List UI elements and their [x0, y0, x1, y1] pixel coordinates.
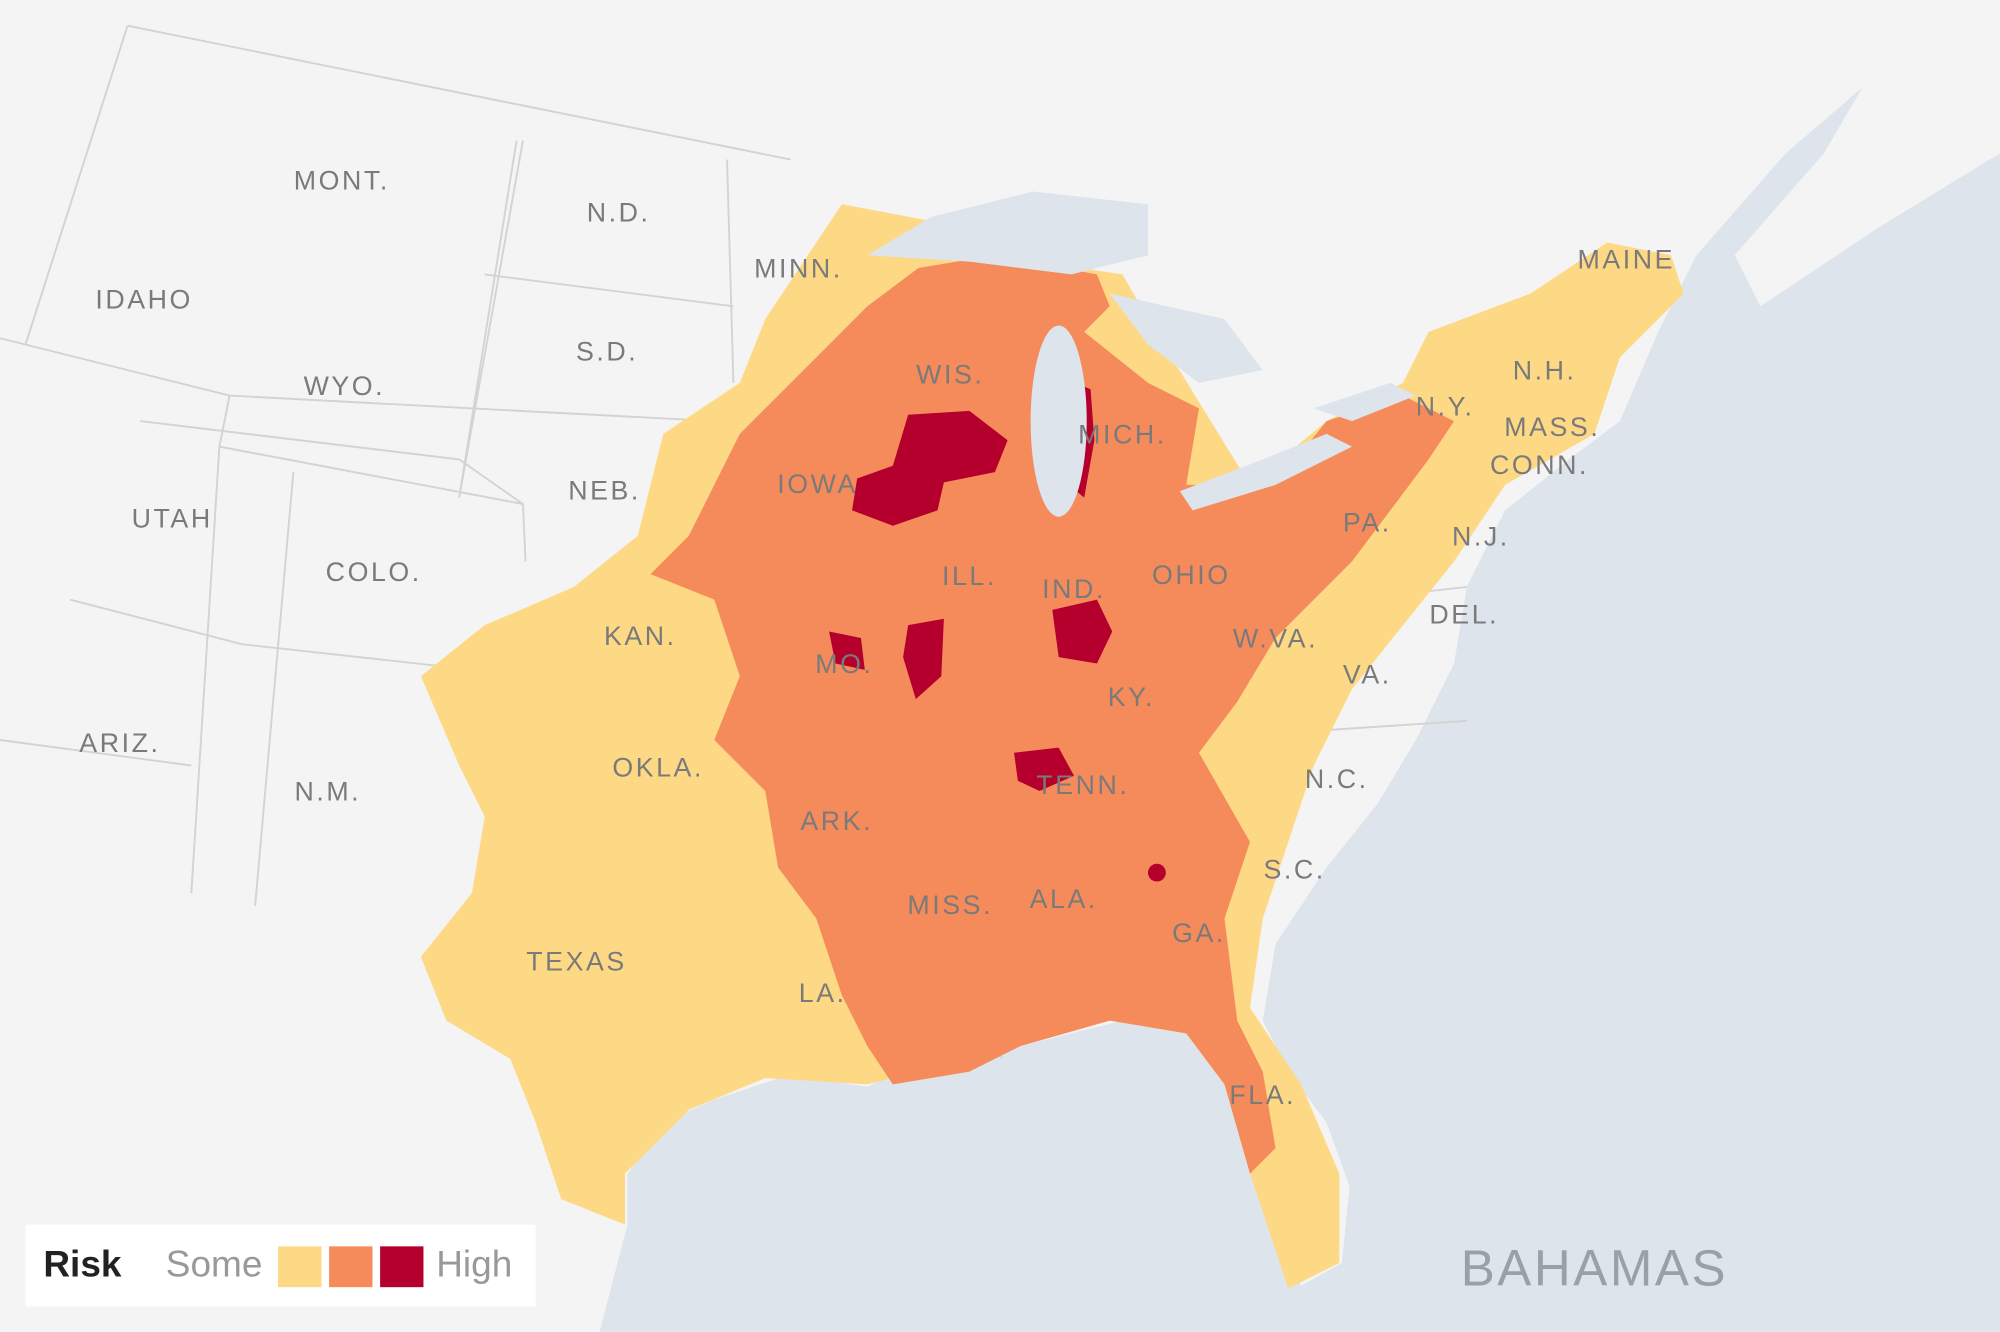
state-label: KY.	[1108, 682, 1155, 712]
state-label: ILL.	[942, 561, 997, 591]
state-label: S.D.	[576, 337, 638, 367]
legend-high: High	[436, 1244, 512, 1285]
state-label: KAN.	[604, 621, 677, 651]
state-label: PA.	[1343, 507, 1392, 537]
state-label: MAINE	[1578, 245, 1676, 275]
state-label: ALA.	[1030, 884, 1098, 914]
state-label: N.H.	[1513, 356, 1577, 386]
state-label: GA.	[1172, 918, 1226, 948]
state-label: VA.	[1343, 659, 1392, 689]
state-label: N.C.	[1305, 764, 1369, 794]
state-label: NEB.	[568, 476, 641, 506]
legend-swatch	[329, 1246, 373, 1288]
state-label: MONT.	[294, 166, 390, 196]
state-label: MINN.	[754, 254, 843, 284]
legend-swatches	[278, 1246, 424, 1288]
legend-swatch	[380, 1246, 424, 1288]
state-label: MISS.	[907, 890, 993, 920]
state-label: DEL.	[1429, 599, 1499, 629]
state-label: N.J.	[1452, 522, 1510, 552]
state-labels: MONT. N.D. MINN. IDAHO S.D. WYO. WIS. MICH. NEB.…	[79, 166, 1676, 1111]
state-label: OHIO	[1152, 560, 1231, 590]
state-label: N.M.	[294, 777, 361, 807]
state-label: S.C.	[1264, 854, 1326, 884]
legend: Risk Some High	[25, 1224, 536, 1307]
state-label: IND.	[1042, 574, 1106, 604]
state-label: ARIZ.	[79, 728, 160, 758]
state-label: COLO.	[326, 557, 422, 587]
state-label: MICH.	[1078, 419, 1167, 449]
legend-swatch	[278, 1246, 322, 1288]
state-label: FLA.	[1229, 1080, 1296, 1110]
state-label: W.VA.	[1233, 624, 1318, 654]
state-label: ARK.	[800, 806, 873, 836]
state-label: UTAH	[132, 504, 213, 534]
country-label: BAHAMAS	[1461, 1239, 1728, 1296]
state-label: WYO.	[304, 371, 386, 401]
legend-title: Risk	[43, 1244, 122, 1285]
state-label: N.Y.	[1416, 391, 1475, 421]
state-label: LA.	[799, 978, 847, 1008]
state-label: IDAHO	[95, 284, 193, 314]
legend-low: Some	[166, 1244, 263, 1285]
state-label: MO.	[815, 649, 873, 679]
state-label: WIS.	[916, 360, 984, 390]
lakes	[867, 191, 1416, 517]
state-label: IOWA	[777, 469, 858, 499]
state-label: OKLA.	[612, 752, 704, 782]
state-label: CONN.	[1490, 450, 1589, 480]
state-label: TENN.	[1036, 770, 1129, 800]
state-label: N.D.	[587, 198, 651, 228]
state-label: TEXAS	[526, 946, 627, 976]
state-label: MASS.	[1504, 412, 1600, 442]
canada-land	[1734, 0, 2000, 307]
